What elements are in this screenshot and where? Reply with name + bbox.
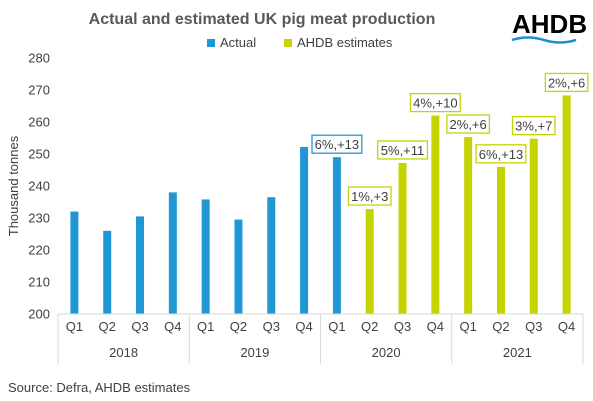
bar-actual [103,230,112,314]
x-tick-label: Q1 [328,319,345,334]
chart-title: Actual and estimated UK pig meat product… [89,11,436,28]
x-tick-label: Q2 [99,319,116,334]
bar-actual [70,211,79,314]
legend-swatch-estimates [284,39,292,47]
x-tick-label: Q1 [66,319,83,334]
bar-estimate [562,95,571,314]
bar-actual [300,146,309,314]
data-label: 2%,+6 [446,114,491,134]
data-label: 2%,+6 [544,72,589,93]
data-label-text: 2%,+6 [450,117,487,132]
x-tick-label: Q3 [263,319,280,334]
logo-wave-icon [511,36,577,44]
logo-text: AHDB [512,9,587,39]
data-label-text: 6%,+13 [315,137,359,152]
data-label-text: 1%,+3 [351,189,388,204]
ahdb-logo: AHDB [511,9,587,44]
x-tick-label: Q2 [230,319,247,334]
x-tick-label: Q4 [427,319,444,334]
y-tick-label: 250 [28,147,50,162]
y-axis: 200 210 220 230 240 250 260 270 280 [28,51,50,322]
bar-estimate [365,209,374,314]
data-label-text: 6%,+13 [479,147,523,162]
data-label-box [511,115,556,136]
bar-actual [267,197,276,314]
legend: Actual AHDB estimates [207,35,393,50]
bars [70,95,571,314]
data-labels: 6%,+13 1%,+3 5%,+11 4%,+10 2%,+6 6%,+13 3%,+7 2… [311,72,589,206]
x-tick-label: Q3 [394,319,411,334]
y-tick-label: 210 [28,275,50,290]
bar-estimate [398,162,407,314]
data-label-text: 5%,+11 [381,143,425,158]
x-group-label: 2019 [240,345,269,360]
bar-estimate [529,138,538,314]
bar-actual [136,216,145,314]
x-group-label: 2021 [503,345,532,360]
legend-swatch-actual [207,39,215,47]
data-label-box [409,92,461,113]
bar-estimate [431,115,440,314]
bar-actual [234,219,243,314]
x-axis: Q1 Q2 Q3 Q4 Q1 Q2 Q3 Q4 Q1 Q2 Q3 Q4 Q1 Q2 Q3 Q4 2018 2019… [57,313,584,364]
legend-label-actual: Actual [220,35,256,50]
data-label-text: 2%,+6 [548,75,585,90]
y-tick-label: 200 [28,307,50,322]
bar-actual [332,157,341,314]
data-label-box [544,72,589,93]
data-label-box [311,134,363,154]
y-tick-label: 220 [28,243,50,258]
data-label-text: 3%,+7 [515,119,552,134]
x-tick-label: Q4 [558,319,575,334]
x-tick-label: Q1 [197,319,214,334]
bar-estimate [496,166,505,314]
x-tick-label: Q2 [492,319,509,334]
legend-label-estimates: AHDB estimates [297,35,393,50]
data-label-box [475,144,527,164]
y-tick-label: 230 [28,211,50,226]
data-label-text: 4%,+10 [413,96,457,111]
data-label: 1%,+3 [347,186,392,206]
data-label: 3%,+7 [511,115,556,136]
y-tick-label: 280 [28,51,50,66]
data-label: 6%,+13 [475,144,527,164]
x-group-label: 2020 [372,345,401,360]
source-note: Source: Defra, AHDB estimates [8,380,191,395]
x-tick-label: Q2 [361,319,378,334]
x-tick-label: Q3 [131,319,148,334]
x-tick-label: Q4 [164,319,181,334]
y-axis-label: Thousand tonnes [6,135,21,236]
data-label-box [376,140,429,160]
x-tick-label: Q4 [295,319,312,334]
x-group-label: 2018 [109,345,138,360]
y-tick-label: 270 [28,83,50,98]
data-label: 5%,+11 [376,140,429,160]
x-tick-label: Q3 [525,319,542,334]
data-label-box [347,186,392,206]
y-tick-label: 240 [28,179,50,194]
bar-actual [201,199,210,314]
data-label-box [446,114,491,134]
bar-actual [168,192,177,314]
data-label: 6%,+13 [311,134,363,154]
data-label: 4%,+10 [409,92,461,113]
bar-estimate [464,137,473,314]
x-tick-label: Q1 [459,319,476,334]
y-tick-label: 260 [28,115,50,130]
